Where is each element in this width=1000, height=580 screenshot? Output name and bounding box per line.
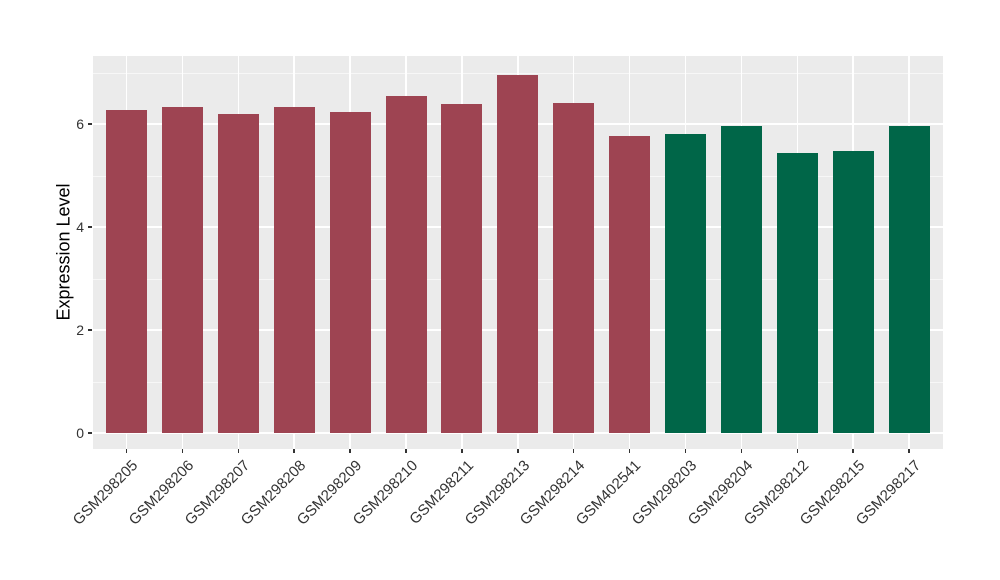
x-tick-mark [796, 449, 799, 453]
y-tick-mark [88, 432, 92, 434]
x-tick-mark [349, 449, 351, 453]
x-tick-mark [572, 449, 575, 453]
x-tick-mark [125, 449, 128, 453]
bar-GSM298211 [441, 103, 483, 433]
bar-GSM298213 [497, 75, 539, 433]
y-tick-mark [88, 123, 92, 125]
bar-GSM298205 [106, 110, 147, 433]
bar-GSM402541 [609, 135, 651, 433]
y-tick-mark [88, 226, 92, 228]
y-tick-mark [88, 329, 92, 331]
y-axis-title: Expression Level [53, 183, 74, 321]
x-tick-mark [405, 449, 407, 453]
x-tick-mark [628, 449, 631, 453]
bar-GSM298204 [720, 125, 762, 433]
x-tick-mark [684, 449, 687, 453]
bar-GSM298217 [888, 125, 930, 433]
x-tick-mark [852, 449, 854, 453]
x-tick-mark [293, 449, 295, 453]
bar-GSM298207 [217, 114, 259, 433]
bar-GSM298212 [776, 153, 818, 433]
x-tick-mark [908, 449, 910, 453]
bar-GSM298208 [273, 107, 315, 433]
bar-GSM298210 [385, 96, 427, 433]
bar-GSM298209 [329, 111, 371, 433]
bar-GSM298214 [553, 102, 595, 433]
y-tick-label: 2 [76, 322, 84, 338]
x-tick-mark [461, 449, 463, 453]
x-tick-mark [237, 449, 240, 453]
x-tick-mark [517, 449, 519, 453]
bar-GSM298206 [161, 107, 203, 433]
y-tick-label: 4 [76, 219, 84, 235]
bar-GSM298215 [832, 150, 874, 433]
y-tick-label: 0 [76, 425, 84, 441]
bar-GSM298203 [665, 133, 706, 433]
x-tick-mark [181, 449, 184, 453]
y-tick-label: 6 [76, 116, 84, 132]
x-tick-mark [740, 449, 743, 453]
